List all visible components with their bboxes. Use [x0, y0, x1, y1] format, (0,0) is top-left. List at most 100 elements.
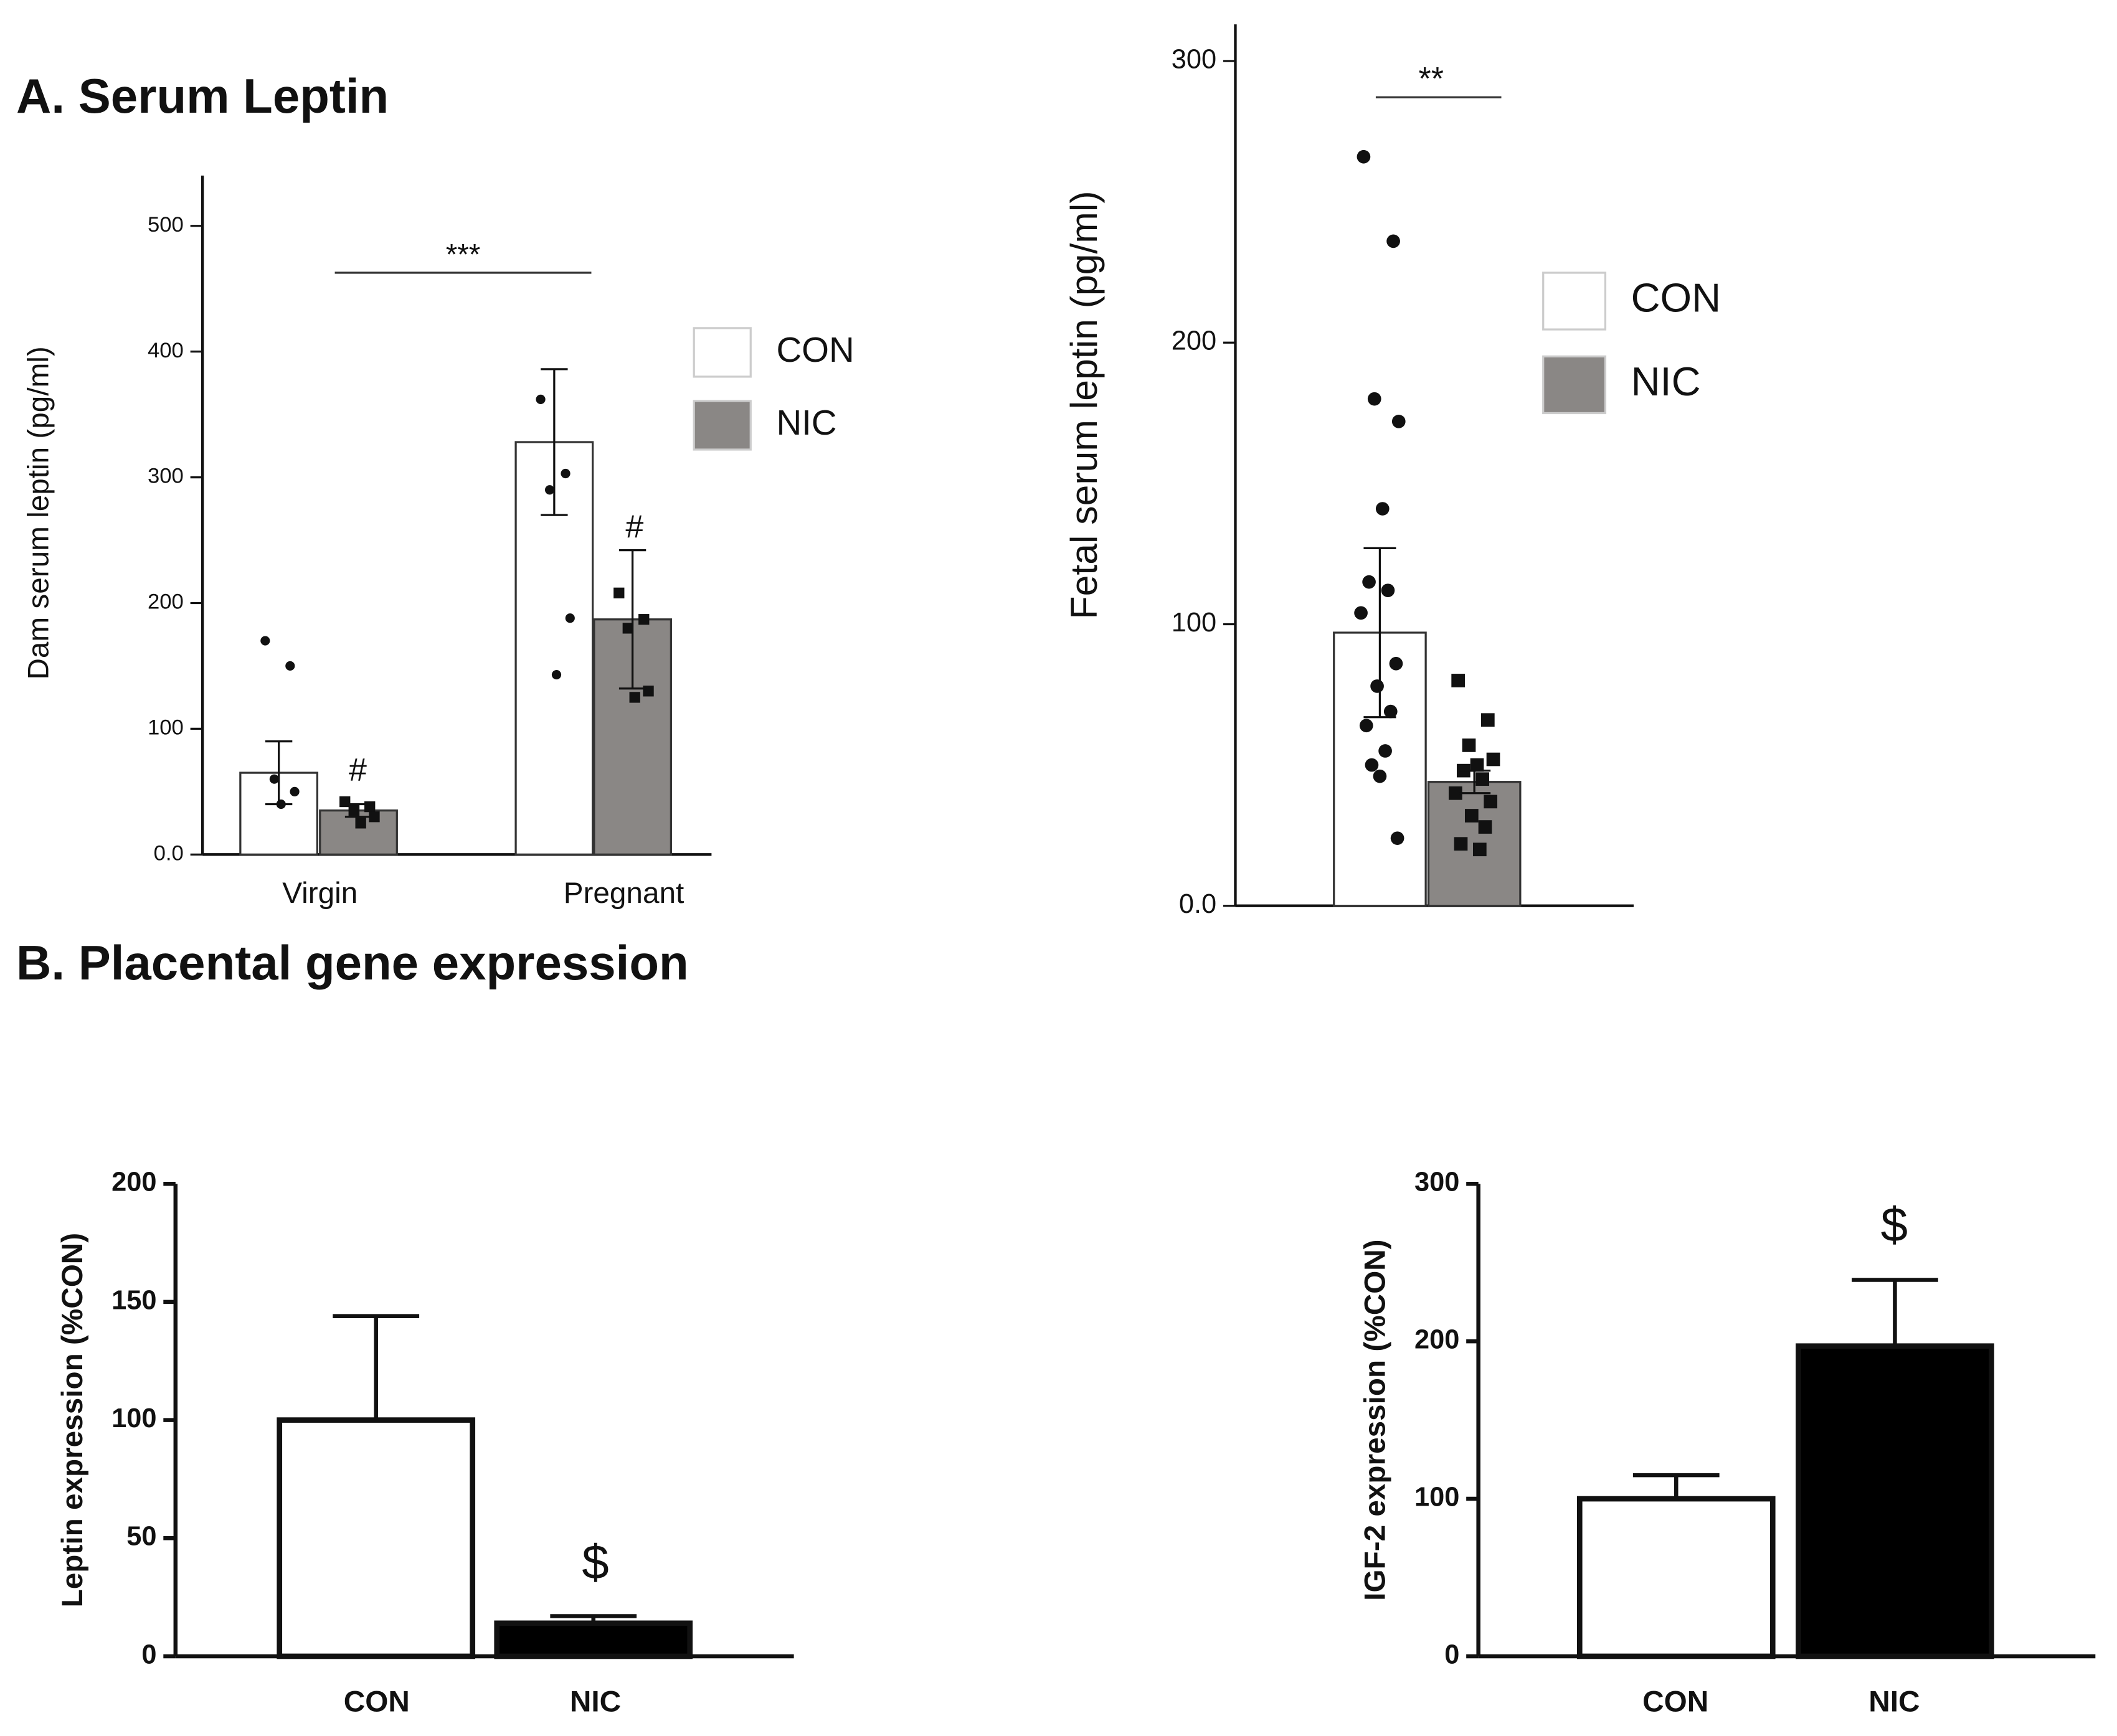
annotation: # — [625, 509, 643, 545]
data-point — [1375, 502, 1390, 516]
data-point — [269, 774, 279, 784]
x-tick-label: NIC — [1868, 1685, 1920, 1718]
legend-label: CON — [1631, 275, 1721, 321]
legend-swatch — [693, 327, 752, 378]
data-point — [1354, 606, 1368, 620]
error-bar — [1458, 769, 1491, 795]
data-point — [1370, 679, 1384, 693]
annotation: ** — [1419, 61, 1444, 97]
y-tick-label: 200 — [1172, 326, 1216, 356]
x-tick-label: Pregnant — [564, 877, 684, 910]
data-point — [369, 811, 380, 823]
data-point — [364, 801, 376, 813]
data-point — [1480, 713, 1495, 727]
data-point — [348, 804, 359, 816]
y-tick-label: 400 — [148, 339, 184, 362]
x-tick-label: CON — [344, 1685, 410, 1718]
data-point — [1464, 809, 1479, 823]
panel-heading: B. Placental gene expression — [16, 935, 689, 990]
error-bar — [618, 549, 646, 690]
error-bar — [1632, 1473, 1720, 1499]
y-tick-label: 100 — [111, 1403, 156, 1433]
data-point — [1365, 758, 1379, 772]
data-point — [638, 614, 650, 625]
bar — [1796, 1343, 1994, 1659]
x-tick-label: Virgin — [282, 877, 358, 910]
data-point — [622, 623, 633, 634]
bar — [1576, 1496, 1776, 1659]
bar — [277, 1417, 476, 1659]
data-point — [1448, 786, 1462, 800]
annotation: # — [349, 752, 367, 788]
x-tick-label: CON — [1642, 1685, 1708, 1718]
legend-label: NIC — [1631, 359, 1701, 404]
legend-label: NIC — [776, 403, 836, 442]
error-bar — [1852, 1278, 1938, 1346]
y-tick-label: 500 — [148, 213, 184, 237]
data-point — [1359, 719, 1373, 733]
y-tick-label: 100 — [1172, 608, 1216, 638]
data-point — [355, 818, 366, 829]
data-point — [1378, 744, 1392, 758]
y-tick-label: 200 — [1414, 1325, 1459, 1355]
y-tick-label: 200 — [148, 590, 184, 614]
data-point — [1357, 149, 1371, 164]
error-bar — [541, 368, 568, 516]
data-point — [260, 636, 270, 646]
y-tick-label: 300 — [148, 465, 184, 488]
data-point — [1486, 752, 1500, 767]
data-point — [1391, 414, 1406, 428]
y-axis-label: Dam serum leptin (pg/ml) — [22, 346, 55, 679]
error-bar — [550, 1614, 637, 1623]
data-point — [1367, 392, 1381, 406]
y-tick-label: 150 — [111, 1285, 156, 1315]
y-tick-label: 100 — [1414, 1483, 1459, 1512]
y-axis-label: Fetal serum leptin (pg/ml) — [1063, 191, 1105, 619]
data-point — [1362, 575, 1376, 589]
y-tick-label: 0 — [1444, 1639, 1459, 1669]
data-point — [544, 485, 555, 495]
error-bar — [344, 803, 372, 818]
data-point — [285, 661, 295, 671]
legend-swatch — [693, 400, 752, 451]
y-tick-label: 50 — [126, 1522, 156, 1552]
y-tick-label: 0 — [141, 1639, 156, 1669]
data-point — [1484, 795, 1498, 809]
legend-swatch — [1542, 271, 1607, 331]
y-axis-label: Leptin expression (%CON) — [56, 1233, 89, 1607]
data-point — [565, 613, 575, 623]
data-point — [643, 686, 654, 697]
data-point — [536, 394, 546, 404]
data-point — [1383, 704, 1398, 719]
y-tick-label: 200 — [111, 1168, 156, 1197]
data-point — [551, 669, 562, 680]
data-point — [1390, 831, 1404, 845]
data-point — [1373, 769, 1387, 783]
data-point — [1462, 738, 1476, 752]
legend-label: CON — [776, 330, 854, 369]
error-bar — [265, 740, 293, 806]
data-point — [1454, 837, 1468, 851]
y-tick-label: 0.0 — [1179, 889, 1216, 919]
annotation: $ — [1881, 1197, 1908, 1252]
x-tick-label: NIC — [570, 1685, 621, 1718]
data-point — [561, 468, 571, 479]
y-tick-label: 0.0 — [154, 841, 184, 865]
panel-heading: A. Serum Leptin — [16, 68, 389, 123]
data-point — [629, 692, 640, 703]
data-point — [1472, 842, 1487, 857]
error-bar — [333, 1314, 420, 1420]
data-point — [1451, 674, 1465, 687]
data-point — [1389, 656, 1403, 671]
y-axis-label: IGF-2 expression (%CON) — [1359, 1239, 1392, 1600]
data-point — [1470, 758, 1484, 772]
error-bar — [1363, 547, 1396, 719]
y-tick-label: 300 — [1414, 1168, 1459, 1197]
y-tick-label: 100 — [148, 716, 184, 740]
data-point — [290, 786, 300, 796]
legend-swatch — [1542, 355, 1607, 415]
data-point — [1381, 583, 1395, 598]
data-point — [1386, 234, 1400, 248]
